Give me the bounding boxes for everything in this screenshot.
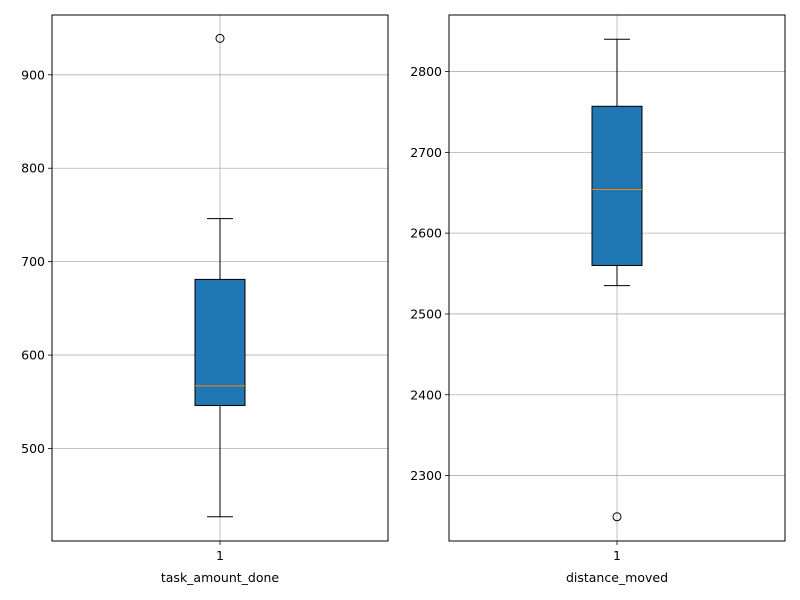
y-tick-label: 2600 — [410, 226, 442, 241]
y-tick-label: 2700 — [410, 145, 442, 160]
x-axis-label: task_amount_done — [161, 570, 280, 585]
boxplot-panel-distance-moved: 2300 2400 2500 2600 2700 2800 1 distance_moved — [410, 14, 786, 585]
iqr-box — [194, 278, 246, 407]
x-tick-label: 1 — [613, 548, 621, 563]
x-axis-label: distance_moved — [566, 570, 668, 585]
y-tick-label: 2800 — [410, 64, 442, 79]
y-tick-label: 500 — [21, 441, 45, 456]
y-tick-label: 700 — [21, 254, 45, 269]
outlier-point — [215, 33, 225, 43]
y-tick-label: 600 — [21, 348, 45, 363]
boxplot-panel-task-amount-done: 500 600 700 800 900 1 task_amount_done — [21, 14, 389, 585]
y-tick-label: 900 — [21, 67, 45, 82]
y-tick-label: 2400 — [410, 387, 442, 402]
y-tick-label: 2300 — [410, 468, 442, 483]
iqr-box — [591, 105, 643, 266]
outlier-point — [612, 512, 622, 522]
y-tick-label: 800 — [21, 161, 45, 176]
y-tick-label: 2500 — [410, 306, 442, 321]
x-tick-label: 1 — [216, 548, 224, 563]
